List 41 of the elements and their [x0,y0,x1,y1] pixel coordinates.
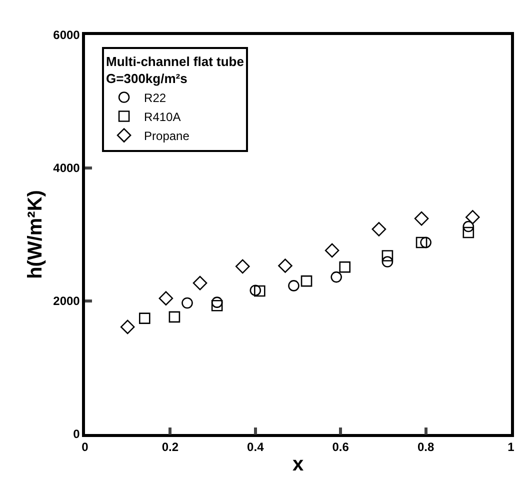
point [324,243,340,258]
point [158,291,174,306]
y-axis-title: h(W/m²K) [24,190,47,279]
legend-label: R22 [144,90,166,105]
point [466,210,480,224]
point [254,285,266,297]
point [382,256,394,268]
point [168,311,180,323]
point [462,226,474,238]
point [414,211,429,226]
point [288,280,300,292]
y-tick-label: 6000 [53,28,80,42]
point [211,296,223,308]
x-tick-label: 0.2 [162,440,179,454]
legend-label: R410A [144,110,181,124]
point [300,275,312,287]
point [211,300,223,312]
point [138,312,150,324]
y-tick-label: 4000 [53,161,80,176]
point [250,284,262,296]
point [182,297,193,309]
point [278,258,292,273]
point [462,220,474,232]
x-tick-label: 0.6 [332,440,350,454]
point [372,222,386,236]
point [420,236,432,248]
point [339,261,351,273]
x-tick-label: 1 [508,440,515,454]
point [382,250,394,262]
point [235,259,250,274]
x-tick-label: 0.8 [417,440,434,454]
point [330,271,342,283]
legend-title: Multi-channel flat tube G=300kg/m²s [106,54,244,86]
x-tick-label: 0.4 [247,440,264,454]
legend-label: Propane [144,128,190,143]
point [416,236,428,248]
point [192,276,208,290]
point [120,320,135,334]
y-tick-label: 2000 [53,294,80,308]
x-axis-title: x [292,454,304,476]
y-tick-label: 0 [73,427,80,442]
